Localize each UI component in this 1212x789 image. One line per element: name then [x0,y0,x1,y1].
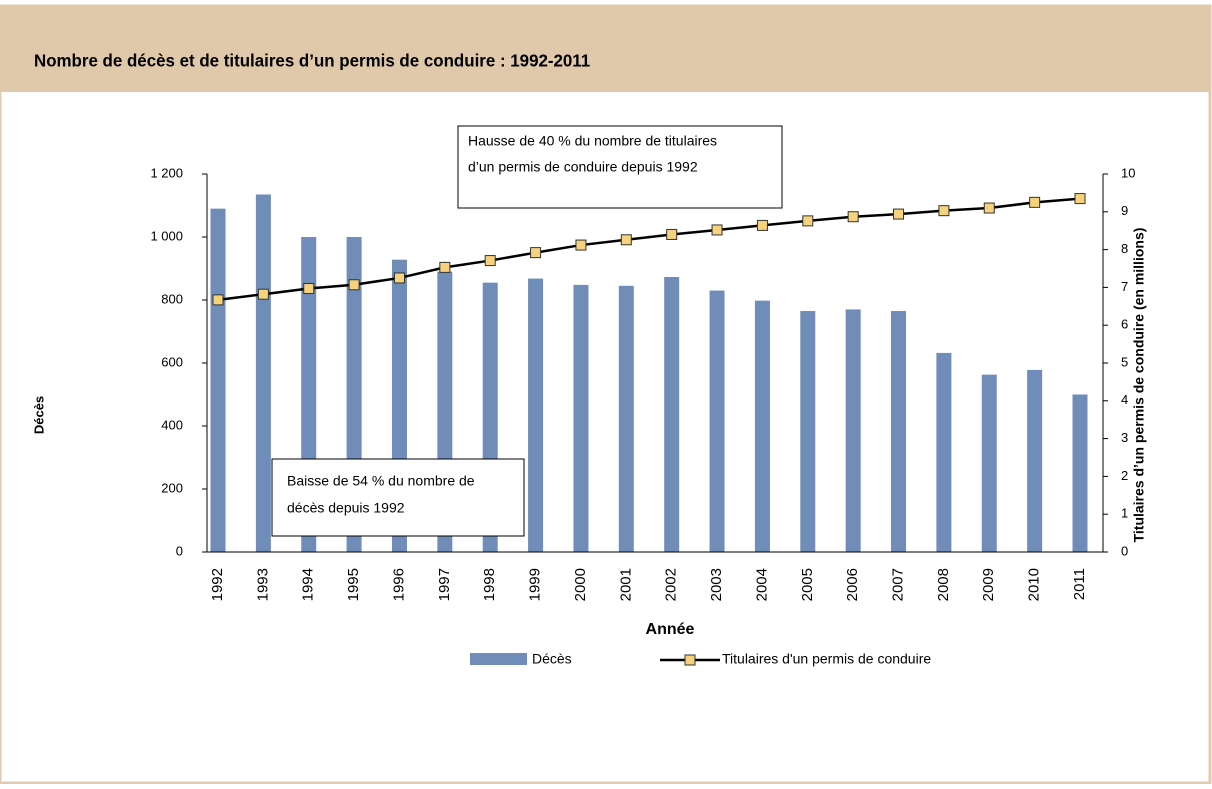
x-tick-label: 2007 [889,568,906,601]
y2-tick-label: 3 [1121,430,1128,445]
x-tick-label: 2003 [708,568,725,601]
x-tick-label: 2002 [663,568,680,601]
marker [212,294,224,306]
y2-tick-label: 9 [1121,203,1128,218]
marker [1074,193,1086,205]
bar [845,309,861,552]
bar [936,352,952,552]
line [217,197,1081,302]
bar [981,374,997,552]
chart-title: Nombre de décès et de titulaires d’un pe… [34,50,590,71]
annotation: d’un permis de conduire depuis 1992 [468,159,698,175]
marker [257,288,269,300]
y-tick-label: 600 [161,354,183,369]
marker [938,205,950,217]
annotation-box [271,458,525,537]
y-tick-label: 800 [161,291,183,306]
marker [666,228,678,240]
marker [439,261,451,273]
marker [303,283,315,295]
x-tick-label: 2004 [753,568,770,601]
x-tick-label: 2005 [799,568,816,601]
x-tick-label: 2011 [1071,568,1088,600]
bar [528,278,544,552]
bar [800,311,816,552]
bar [255,194,271,552]
y-axis-title: Décès [31,396,46,434]
y-tick-label: 1 000 [150,228,183,243]
x-tick-label: 1997 [436,568,453,601]
bar [709,290,725,552]
y2-axis-title: Titulaires d’un permis de conduire (en m… [1131,228,1147,543]
y2-tick-label: 6 [1121,317,1128,332]
bar [1072,394,1088,552]
marker [711,224,723,236]
marker [1029,196,1041,208]
marker [893,208,905,220]
annotation: décès depuis 1992 [287,500,405,516]
y-tick-label: 400 [161,417,183,432]
y2-tick-label: 7 [1121,279,1128,294]
y-tick-label: 0 [176,543,183,558]
y-tick-label: 1 200 [150,165,183,180]
x-axis-title: Année [646,621,695,638]
bar [210,208,226,552]
marker [393,272,405,284]
x-tick-label: 1996 [390,568,407,601]
marker [756,219,768,231]
marker [484,255,496,267]
x-tick-label: 1999 [527,568,544,601]
legend-swatch [684,654,696,666]
x-tick-label: 2009 [980,568,997,601]
marker [847,211,859,223]
x-tick-label: 1998 [481,568,498,601]
y2-tick-label: 10 [1121,165,1135,180]
marker [575,239,587,251]
x-tick-label: 2010 [1026,568,1043,601]
x-tick-label: 2001 [617,568,634,601]
y2-tick-label: 1 [1121,506,1128,521]
y2-tick-label: 2 [1121,468,1128,483]
marker [348,279,360,291]
annotation: Hausse de 40 % du nombre de titulaires [468,133,717,149]
y2-tick-label: 5 [1121,354,1128,369]
bar [573,284,589,552]
legend-label: Titulaires d'un permis de conduire [722,651,931,667]
header [0,6,1210,92]
marker [530,247,542,259]
y2-tick-label: 8 [1121,241,1128,256]
x-tick-label: 2006 [844,568,861,601]
marker [620,234,632,246]
marker [983,202,995,214]
bar [664,277,680,552]
x-tick-label: 1994 [300,568,317,601]
bar [1027,369,1043,552]
x-tick-label: 2008 [935,568,952,601]
bar [618,285,634,552]
y2-tick-label: 0 [1121,543,1128,558]
annotation-box [457,125,783,209]
y2-tick-label: 4 [1121,392,1128,407]
bar [891,311,907,552]
annotation: Baisse de 54 % du nombre de [287,473,475,489]
y-tick-label: 200 [161,480,183,495]
legend-label: Décès [532,651,572,667]
bar [754,300,770,552]
x-tick-label: 1993 [254,568,271,601]
x-tick-label: 1995 [345,568,362,601]
x-tick-label: 2000 [572,568,589,601]
marker [802,215,814,227]
x-tick-label: 1992 [209,568,226,601]
legend-swatch [470,653,527,665]
